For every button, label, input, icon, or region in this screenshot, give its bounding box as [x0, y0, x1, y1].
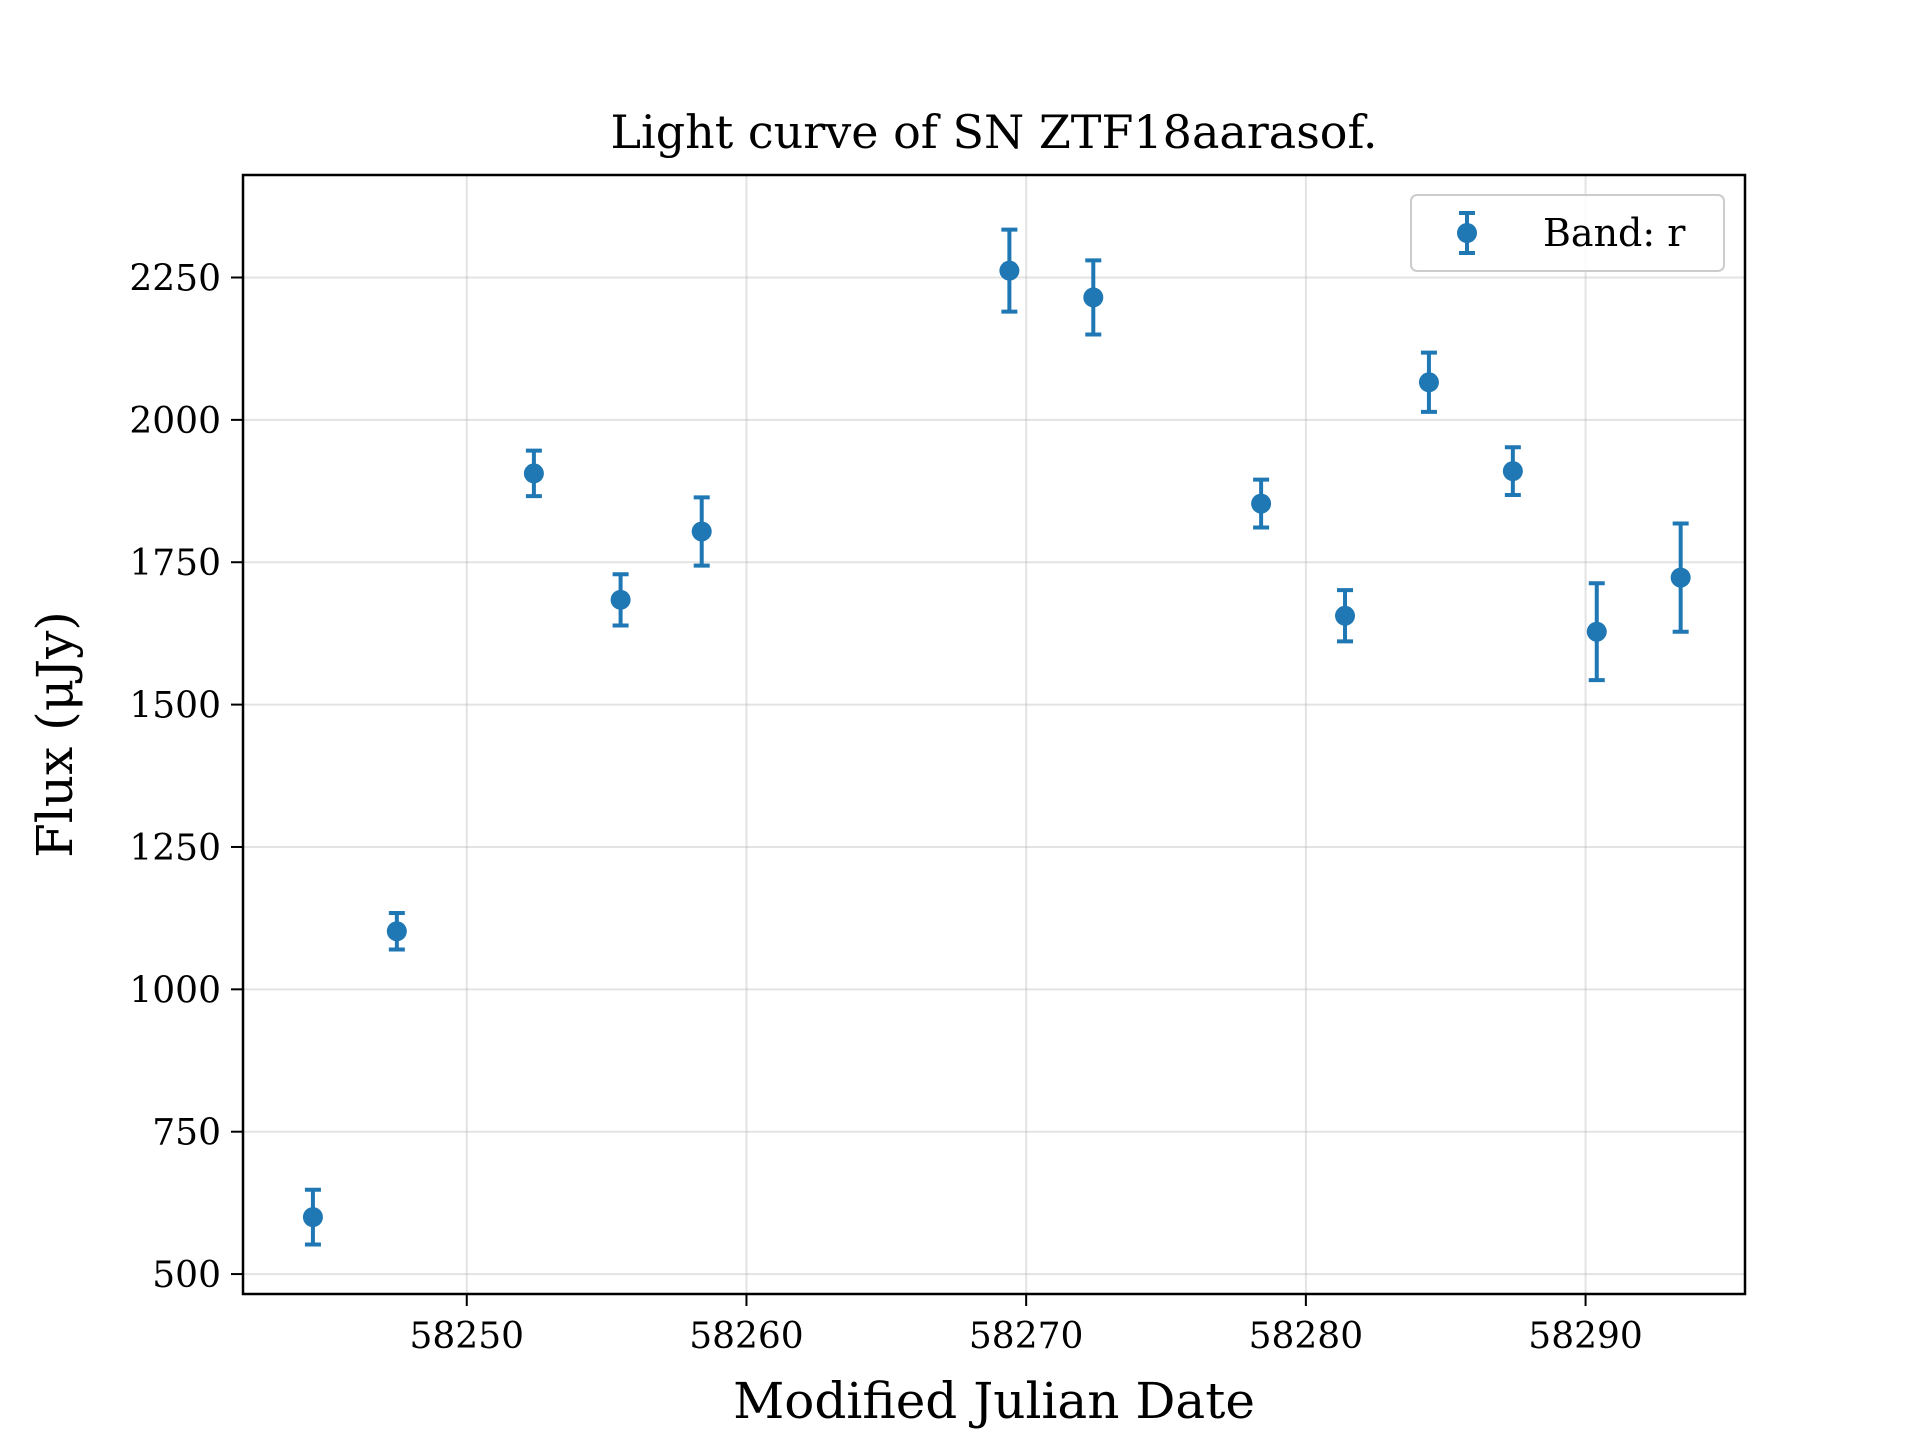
data-point [1251, 477, 1272, 530]
data-point-marker [1670, 567, 1691, 588]
data-point [610, 572, 631, 628]
y-axis-label: Flux (μJy) [26, 611, 84, 858]
data-point-marker [1083, 287, 1104, 308]
legend-box [1410, 194, 1725, 272]
legend-marker [1457, 211, 1477, 255]
y-tick-label: 1250 [129, 828, 221, 869]
data-point-marker [1586, 621, 1607, 642]
y-axis-ticks: 500 750 1000 1250 1500 1750 2000 2250 [129, 259, 243, 1296]
data-point-marker [386, 921, 407, 942]
x-axis-ticks: 58250 58260 58270 58280 58290 [409, 1294, 1643, 1357]
data-point [999, 227, 1020, 314]
y-tick-label: 1500 [129, 686, 221, 727]
plot-frame [241, 173, 1747, 1296]
y-tick-label: 750 [152, 1113, 221, 1154]
legend-marker-dot [1457, 223, 1477, 243]
data-point [1335, 588, 1356, 644]
x-axis-label: Modified Julian Date [733, 1372, 1255, 1430]
data-point-marker [610, 589, 631, 610]
legend: Band: r [1410, 194, 1725, 272]
data-point [1586, 581, 1607, 683]
x-tick-label: 58260 [689, 1316, 804, 1357]
data-point [302, 1187, 323, 1247]
y-tick-label: 2250 [129, 259, 221, 300]
data-point-marker [1502, 461, 1523, 482]
data-point [523, 448, 544, 499]
chart-title: Light curve of SN ZTF18aarasof. [610, 105, 1377, 159]
y-tick-label: 500 [152, 1255, 221, 1296]
data-point [1502, 445, 1523, 498]
grid-lines [243, 175, 1745, 1294]
y-tick-label: 2000 [129, 401, 221, 442]
data-point [1418, 350, 1439, 414]
data-point-marker [999, 260, 1020, 281]
y-tick-label: 1000 [129, 970, 221, 1011]
data-points [302, 227, 1691, 1247]
data-point [691, 495, 712, 568]
x-tick-label: 58270 [969, 1316, 1084, 1357]
x-tick-label: 58280 [1249, 1316, 1364, 1357]
data-point-marker [302, 1207, 323, 1228]
data-point [1083, 258, 1104, 337]
x-tick-label: 58290 [1528, 1316, 1643, 1357]
x-tick-label: 58250 [409, 1316, 524, 1357]
data-point-marker [691, 521, 712, 542]
data-point-marker [523, 463, 544, 484]
data-point [386, 911, 407, 952]
data-point-marker [1335, 605, 1356, 626]
legend-label: Band: r [1543, 211, 1686, 255]
data-point-marker [1418, 372, 1439, 393]
data-point-marker [1251, 493, 1272, 514]
y-tick-label: 1750 [129, 543, 221, 584]
data-point [1670, 521, 1691, 634]
